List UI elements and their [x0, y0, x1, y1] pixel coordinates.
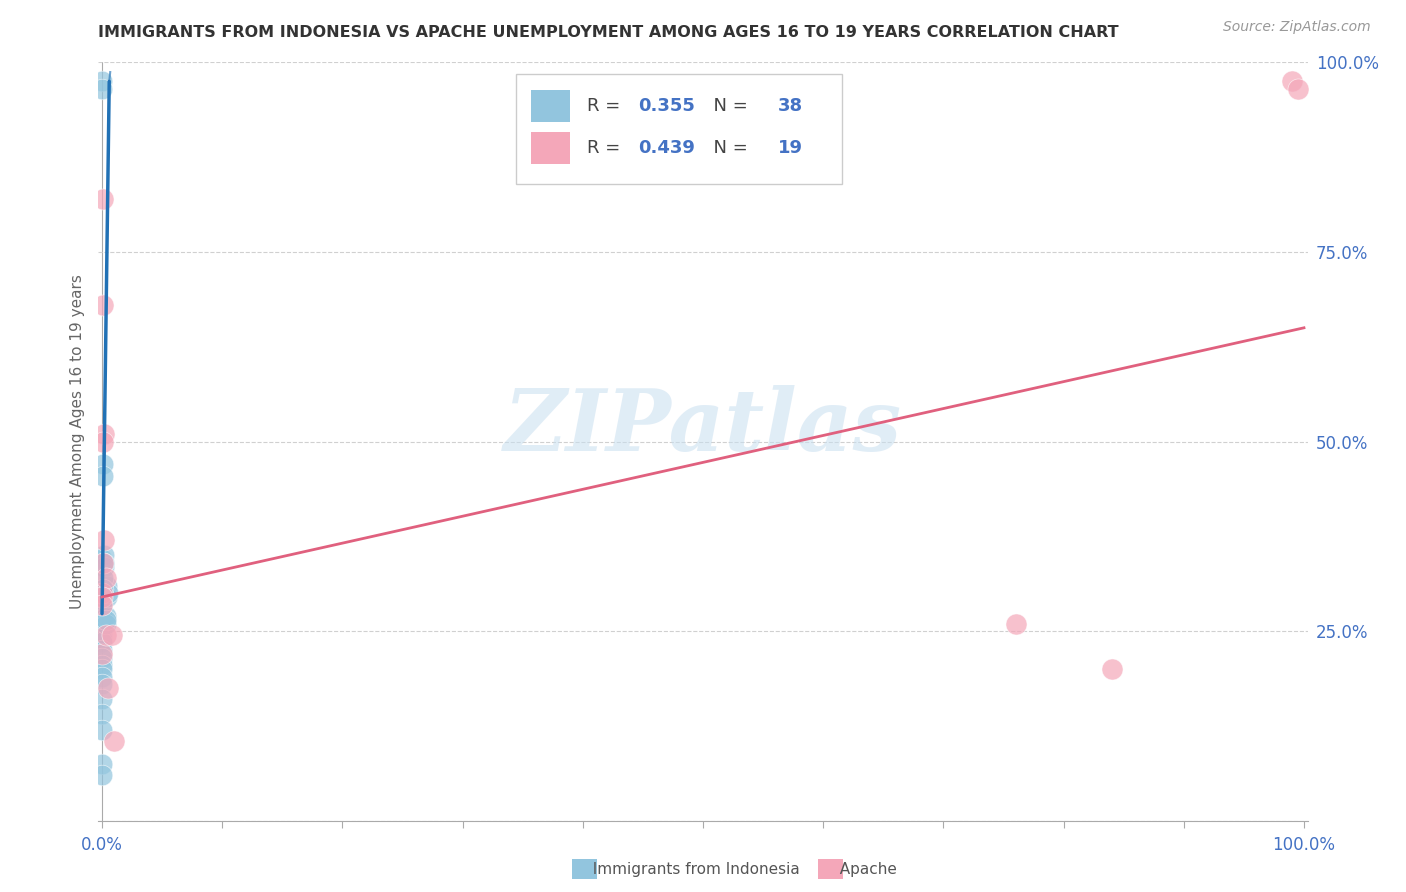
Point	[91, 620, 114, 634]
Point	[94, 608, 117, 623]
Point	[91, 632, 114, 646]
Text: Apache: Apache	[830, 863, 897, 877]
Point	[91, 756, 114, 771]
Text: 0.355: 0.355	[638, 96, 695, 115]
Point	[91, 82, 114, 96]
Point	[91, 677, 114, 691]
Point	[93, 427, 115, 442]
Point	[100, 628, 122, 642]
Point	[1101, 662, 1123, 676]
Point	[91, 586, 114, 600]
Text: R =: R =	[586, 96, 626, 115]
Point	[91, 192, 114, 206]
Text: ZIPatlas: ZIPatlas	[503, 384, 903, 468]
Point	[91, 628, 114, 642]
Point	[91, 613, 114, 627]
Point	[91, 624, 114, 639]
Point	[91, 298, 114, 312]
Point	[94, 616, 117, 631]
Text: N =: N =	[702, 139, 754, 157]
Point	[1286, 82, 1309, 96]
Point	[96, 590, 118, 604]
Point	[91, 658, 114, 673]
Point	[93, 533, 115, 548]
Point	[93, 559, 115, 574]
Point	[91, 601, 114, 615]
Point	[91, 616, 114, 631]
Point	[93, 548, 115, 563]
Point	[103, 734, 125, 748]
Point	[91, 598, 114, 612]
Y-axis label: Unemployment Among Ages 16 to 19 years: Unemployment Among Ages 16 to 19 years	[69, 274, 84, 609]
Point	[91, 74, 114, 88]
FancyBboxPatch shape	[516, 74, 842, 184]
Point	[91, 692, 114, 706]
Text: Immigrants from Indonesia: Immigrants from Indonesia	[583, 863, 800, 877]
Text: IMMIGRANTS FROM INDONESIA VS APACHE UNEMPLOYMENT AMONG AGES 16 TO 19 YEARS CORRE: IMMIGRANTS FROM INDONESIA VS APACHE UNEM…	[98, 25, 1119, 40]
Text: Source: ZipAtlas.com: Source: ZipAtlas.com	[1223, 20, 1371, 34]
Text: 19: 19	[778, 139, 803, 157]
Point	[91, 662, 114, 676]
Point	[91, 590, 114, 604]
Point	[91, 556, 114, 570]
Point	[91, 608, 114, 623]
Text: R =: R =	[586, 139, 626, 157]
Point	[93, 556, 115, 570]
Point	[97, 681, 120, 695]
Point	[1281, 74, 1303, 88]
Point	[91, 552, 114, 566]
Point	[91, 650, 114, 665]
Point	[91, 643, 114, 657]
Point	[96, 579, 118, 593]
Point	[94, 613, 117, 627]
Point	[91, 669, 114, 683]
Point	[91, 647, 114, 661]
FancyBboxPatch shape	[531, 90, 569, 121]
Point	[91, 635, 114, 649]
Point	[1004, 616, 1026, 631]
Point	[91, 582, 114, 597]
Point	[91, 468, 114, 483]
Point	[94, 628, 117, 642]
Point	[94, 571, 117, 585]
Point	[91, 586, 114, 600]
Text: 0.439: 0.439	[638, 139, 695, 157]
Point	[91, 594, 114, 608]
Point	[91, 458, 114, 472]
Point	[91, 723, 114, 737]
FancyBboxPatch shape	[531, 132, 569, 164]
Point	[91, 768, 114, 782]
Text: N =: N =	[702, 96, 754, 115]
Point	[91, 571, 114, 585]
Text: 38: 38	[778, 96, 803, 115]
Point	[91, 434, 114, 449]
Point	[91, 707, 114, 722]
Point	[97, 586, 120, 600]
